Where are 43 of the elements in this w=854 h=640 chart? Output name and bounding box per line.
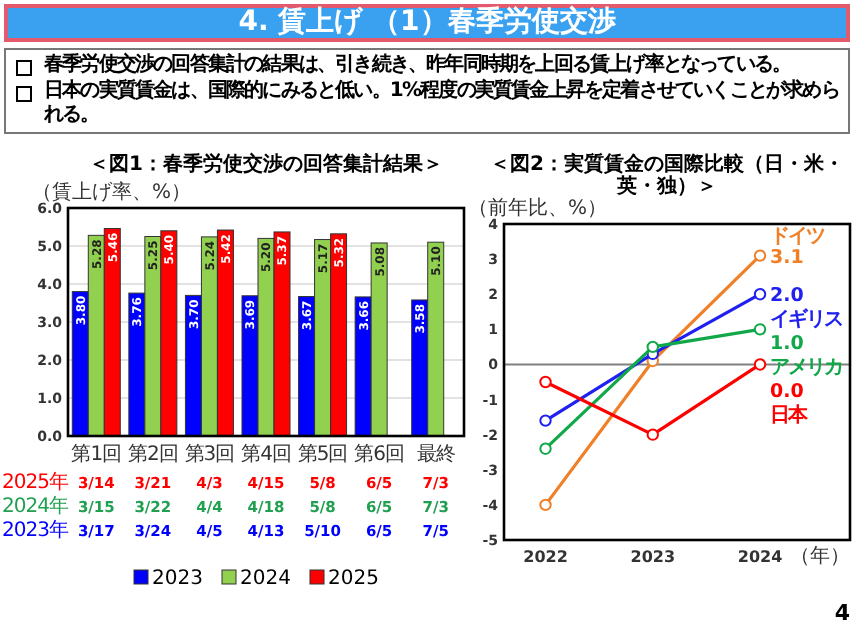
- series-label: アメリカ: [770, 357, 843, 380]
- data-label: 3.1: [770, 246, 804, 269]
- x-tick-label: 第3回: [184, 442, 235, 466]
- y-axis-title: （賃上げ率、%）: [32, 180, 192, 204]
- text: 4: [832, 600, 850, 626]
- x-tick-label: 2022: [523, 548, 568, 566]
- point: [539, 414, 552, 427]
- x-tick-label: 最終: [416, 442, 456, 466]
- x-tick-label: 第5回: [297, 442, 348, 466]
- legend-label: 2023: [152, 568, 203, 590]
- point: [753, 249, 767, 262]
- point: [646, 428, 659, 441]
- text: 春季労使交渉の回答集計の結果は、引き続き、昨年同時期を上回る賃上げ率となっている。: [44, 54, 791, 78]
- point: [539, 498, 552, 512]
- series-label: 日本: [770, 403, 811, 428]
- x-tick-label: 第2回: [127, 442, 178, 466]
- x-tick-label: 第6回: [354, 442, 405, 466]
- point: [753, 358, 767, 371]
- data-label: 1.0: [770, 333, 805, 356]
- x-tick-label: 第4回: [241, 442, 291, 466]
- x-axis-title: （年）: [790, 544, 850, 568]
- legend-label: 2024: [240, 568, 291, 590]
- text: 2023年: [2, 518, 69, 542]
- x-tick-label: 2024: [737, 548, 784, 566]
- series-label: イギリス: [770, 307, 845, 332]
- point: [646, 340, 659, 354]
- chart-title: ＜図2：実質賃金の国際比較（日・米・英・独）＞: [488, 154, 846, 198]
- x-tick-label: 2023: [630, 548, 676, 566]
- text: 4. 賃上げ （1）春季労使交渉: [4, 4, 850, 42]
- text: 日本の実質賃金は、国際的にみると低い。1%程度の実質賃金上昇を定着させていくことが求められる。: [44, 80, 841, 128]
- point: [753, 288, 767, 301]
- legend-label: 2025: [328, 568, 379, 590]
- x-tick-label: 第1回: [71, 442, 122, 466]
- point: [753, 323, 767, 336]
- series-label: ドイツ: [770, 225, 827, 248]
- y-axis-title: （前年比、%）: [468, 196, 608, 220]
- point: [539, 442, 552, 455]
- text: 2025年: [2, 470, 69, 494]
- data-label: 2.0: [770, 285, 805, 308]
- data-label: 0.0: [770, 381, 805, 404]
- chart-title: ＜図1：春季労使交渉の回答集計結果＞: [87, 154, 445, 176]
- text: 2024年: [2, 494, 69, 518]
- point: [539, 375, 552, 389]
